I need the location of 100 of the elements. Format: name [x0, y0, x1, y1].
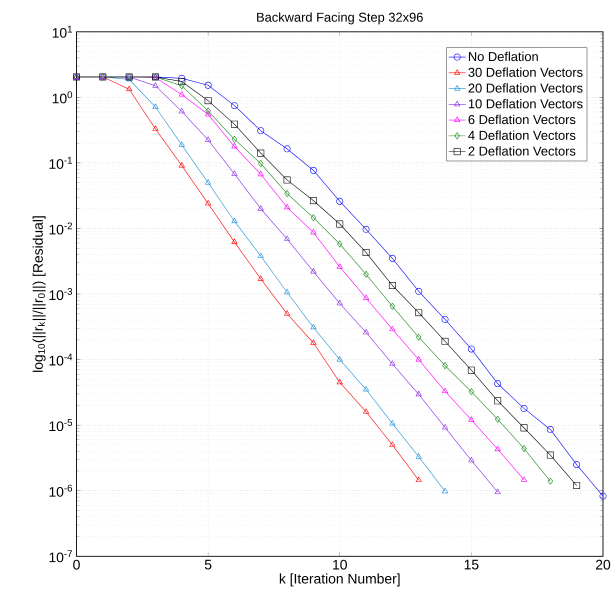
- legend-label: 6 Deflation Vectors: [468, 114, 576, 124]
- point: [231, 238, 238, 244]
- point: [389, 420, 396, 426]
- y-tick-label: 10$^{-4}$: [50, 354, 72, 366]
- point: [416, 476, 422, 482]
- x-tick-label: 15: [464, 560, 478, 570]
- point: [336, 356, 343, 362]
- point: [520, 476, 528, 482]
- point: [178, 91, 185, 97]
- point: [258, 205, 264, 211]
- point: [231, 143, 238, 148]
- point: [284, 204, 290, 210]
- point: [284, 176, 291, 184]
- point: [257, 150, 264, 157]
- point: [363, 408, 370, 414]
- point: [284, 236, 290, 241]
- point: [546, 452, 554, 459]
- y-tick-label: 10$^{0}$: [52, 91, 72, 104]
- point: [284, 145, 291, 152]
- point: [388, 254, 396, 262]
- point: [363, 386, 370, 392]
- y-tick-label: 10$^{-1}$: [50, 156, 72, 169]
- point: [388, 282, 396, 289]
- y-tick-label: 10$^{-5}$: [50, 419, 72, 432]
- point: [310, 339, 316, 345]
- point: [415, 309, 422, 316]
- point: [442, 316, 449, 323]
- point: [205, 108, 211, 114]
- point: [520, 404, 528, 412]
- point: [336, 378, 343, 384]
- point: [179, 82, 184, 90]
- point: [178, 74, 186, 82]
- point: [362, 226, 370, 233]
- y-tick-label: 10$^{-7}$: [50, 550, 72, 562]
- point: [389, 326, 396, 332]
- point: [521, 445, 527, 452]
- point: [336, 220, 344, 228]
- point: [152, 82, 159, 88]
- point: [363, 270, 369, 278]
- point: [152, 104, 159, 109]
- point: [258, 252, 264, 258]
- point: [548, 478, 554, 485]
- point: [390, 302, 396, 310]
- point: [468, 346, 475, 352]
- point: [258, 160, 264, 167]
- point: [416, 390, 422, 396]
- point: [178, 141, 185, 147]
- point: [310, 268, 316, 274]
- point: [310, 324, 316, 330]
- x-tick-label: 5: [204, 560, 212, 570]
- point: [495, 416, 500, 423]
- point: [178, 78, 186, 86]
- point: [416, 453, 422, 459]
- point: [205, 136, 212, 142]
- point: [416, 334, 422, 341]
- point: [442, 388, 448, 394]
- point: [363, 328, 370, 334]
- point: [468, 456, 474, 462]
- point: [257, 127, 264, 134]
- point: [205, 179, 212, 185]
- point: [337, 240, 342, 248]
- point: [258, 170, 264, 176]
- point: [204, 97, 212, 104]
- point: [494, 488, 501, 494]
- legend-label: 2 Deflation Vectors: [468, 146, 576, 156]
- point: [204, 82, 212, 89]
- point: [363, 294, 370, 300]
- point: [494, 446, 501, 452]
- point: [231, 218, 238, 224]
- point: [231, 170, 238, 176]
- point: [520, 424, 528, 432]
- y-tick-label: 10$^{-6}$: [50, 484, 72, 497]
- point: [310, 228, 316, 234]
- point: [284, 288, 290, 294]
- y-tick-label: 10$^{-3}$: [50, 288, 72, 300]
- point: [336, 263, 343, 269]
- point: [494, 380, 502, 388]
- legend-label: 20 Deflation Vectors: [468, 83, 583, 93]
- point: [494, 397, 502, 404]
- point: [600, 492, 606, 500]
- point: [336, 300, 343, 306]
- y-tick-label: 10$^{-2}$: [50, 222, 72, 235]
- point: [232, 136, 238, 143]
- point: [442, 424, 448, 430]
- y-tick-label: 10$^{1}$: [52, 26, 72, 38]
- x-axis-title: k [Iteration Number]: [280, 573, 400, 586]
- y-axis-title: log$_{10}$(||r$_{k}$||/||r$_{0}$||) [Residual]: [32, 216, 46, 372]
- point: [468, 366, 475, 374]
- x-tick-label: 10: [333, 560, 347, 570]
- point: [284, 310, 290, 316]
- legend-label: 30 Deflation Vectors: [468, 67, 583, 77]
- point: [442, 338, 449, 345]
- point: [415, 288, 422, 295]
- point: [258, 275, 264, 281]
- point: [178, 162, 185, 168]
- point: [284, 190, 290, 198]
- point: [205, 110, 212, 116]
- point: [178, 108, 185, 114]
- point: [362, 249, 370, 256]
- point: [468, 416, 474, 422]
